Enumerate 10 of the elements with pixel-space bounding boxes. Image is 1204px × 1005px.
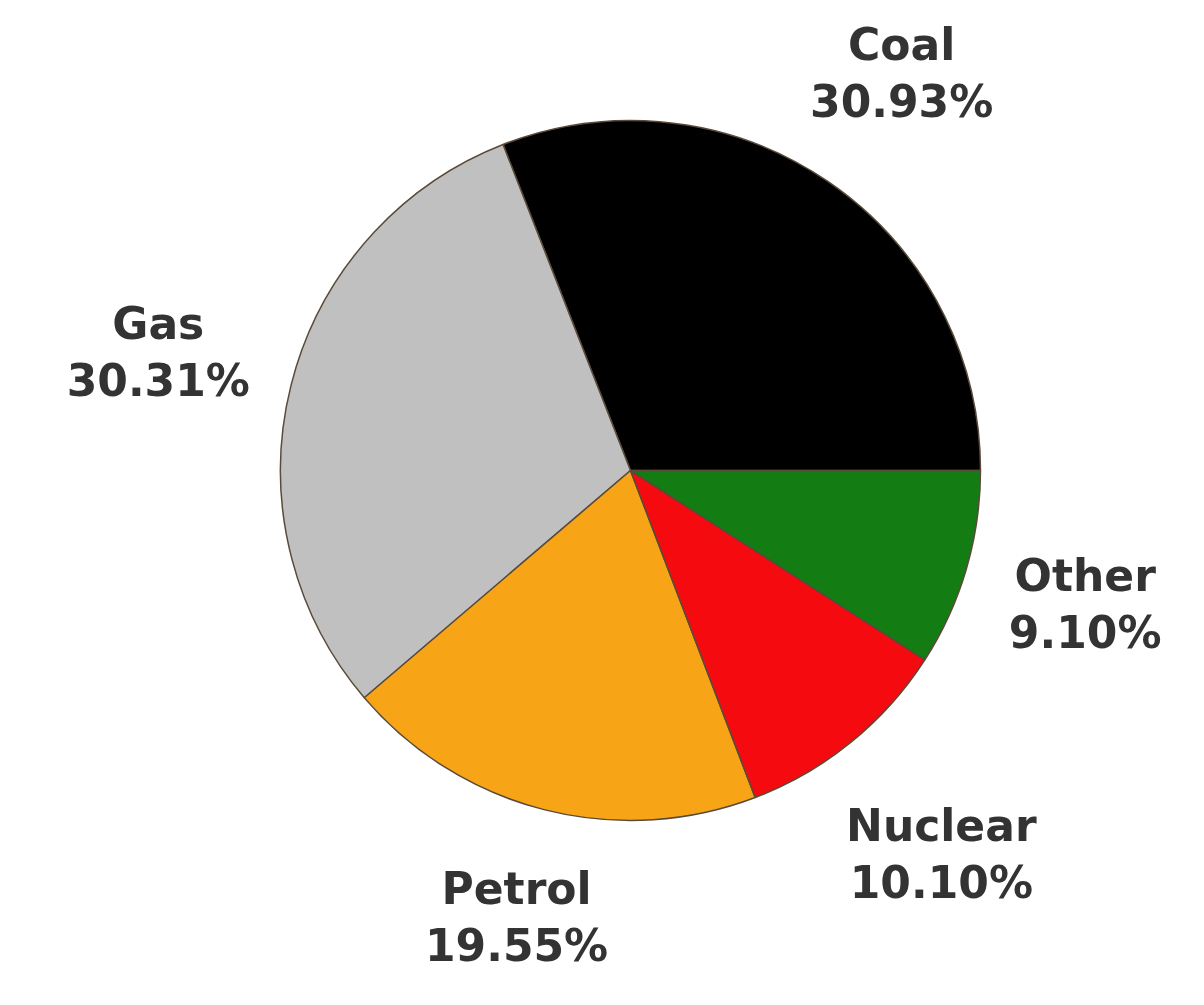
data-label: 10.10% [849,856,1033,908]
slice-label: Coal [848,19,956,71]
data-label: 9.10% [1008,607,1162,659]
data-label: 19.55% [424,919,609,971]
slice-label: Other [1014,550,1157,602]
slice-label: Petrol [441,862,592,914]
slice-label: Gas [112,298,205,350]
data-label: 30.31% [66,355,250,407]
slice-label: Nuclear [846,799,1037,851]
data-label: 30.93% [810,76,994,128]
